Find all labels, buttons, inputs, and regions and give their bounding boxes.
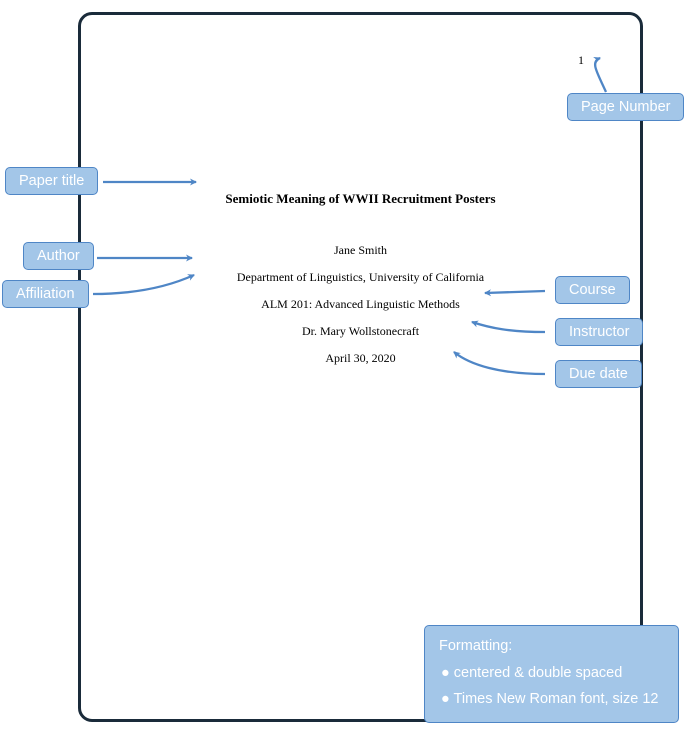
callout-due-date: Due date [555,360,642,388]
callout-course: Course [555,276,630,304]
callout-page-number: Page Number [567,93,684,121]
callout-paper-title: Paper title [5,167,98,195]
formatting-bullet-1: ● centered & double spaced [439,661,664,686]
formatting-box: Formatting: ● centered & double spaced ●… [424,625,679,723]
course-line: ALM 201: Advanced Linguistic Methods [261,297,460,312]
instructor-line: Dr. Mary Wollstonecraft [302,324,419,339]
callout-author: Author [23,242,94,270]
formatting-header: Formatting: [439,634,664,659]
page-number: 1 [578,53,584,68]
author-line: Jane Smith [334,243,387,258]
callout-instructor: Instructor [555,318,643,346]
affiliation-line: Department of Linguistics, University of… [237,270,484,285]
formatting-bullet-2: ● Times New Roman font, size 12 [439,687,664,712]
callout-affiliation: Affiliation [2,280,89,308]
date-line: April 30, 2020 [325,351,395,366]
paper-title: Semiotic Meaning of WWII Recruitment Pos… [225,191,495,207]
